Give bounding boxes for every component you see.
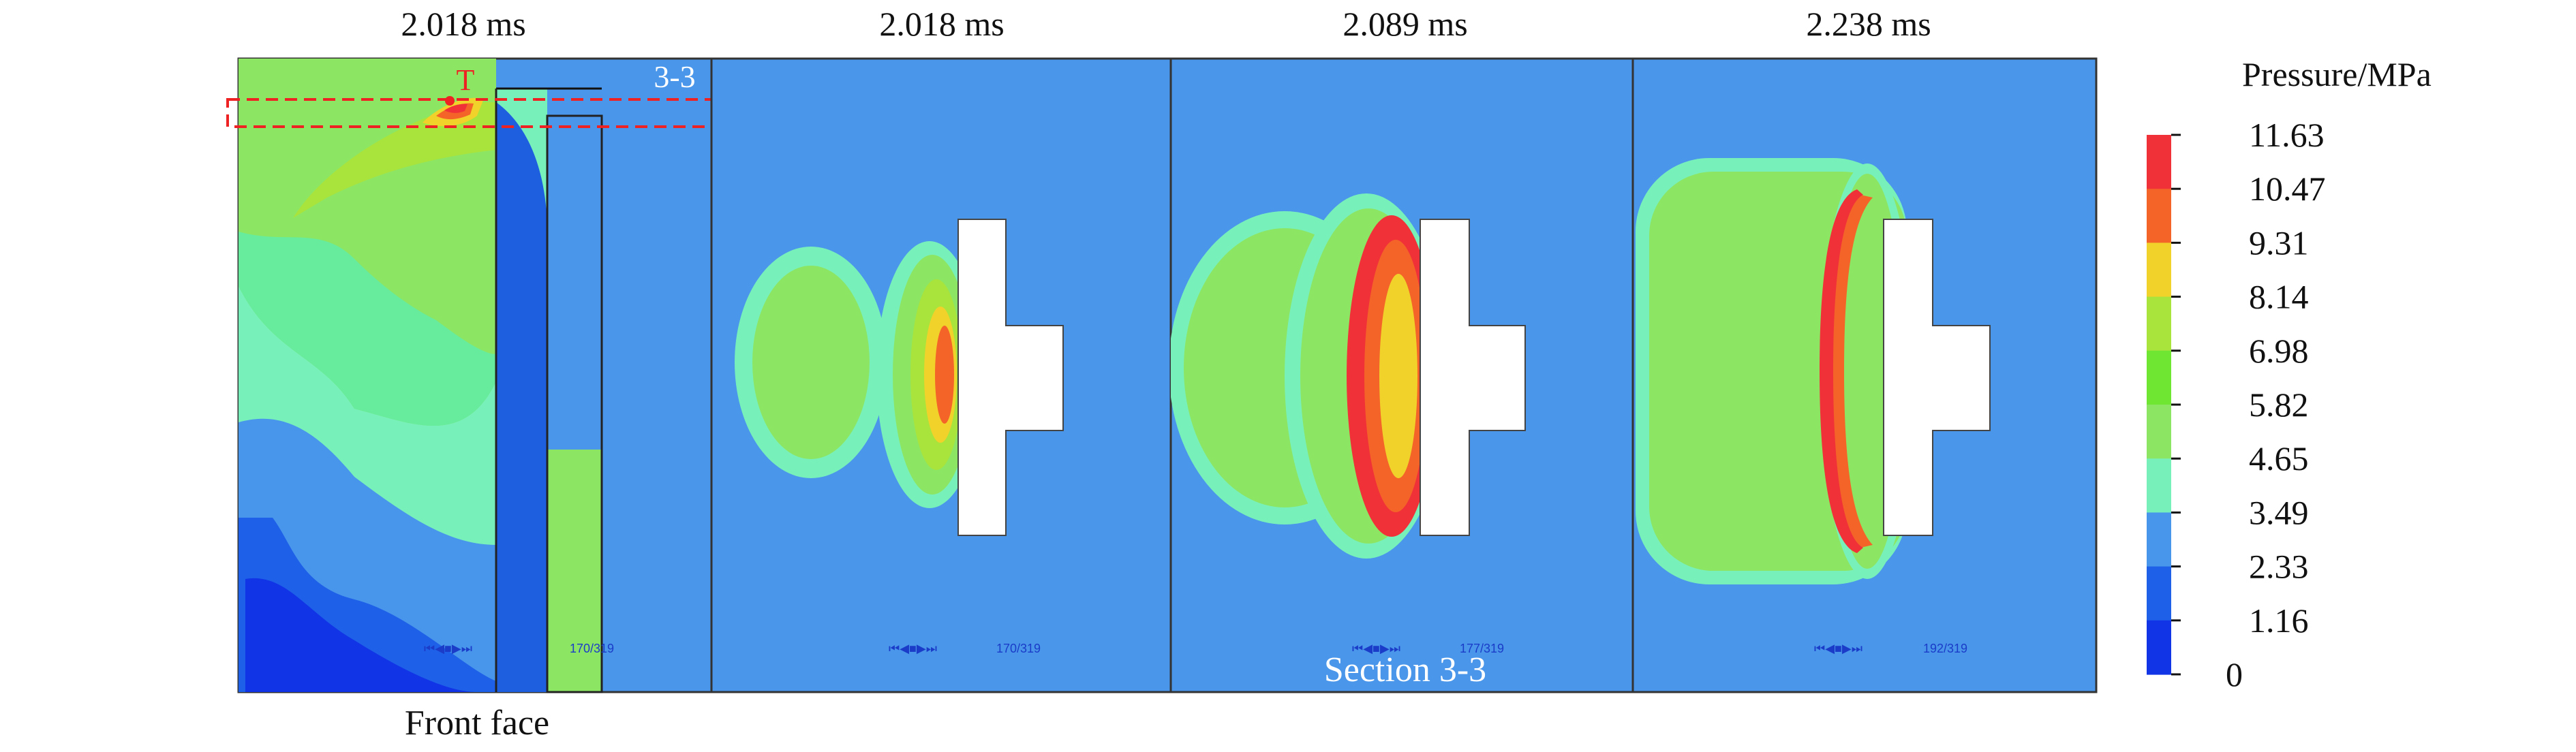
panel-2-frame-counter: 170/319: [996, 642, 1041, 655]
front-face-contours: [239, 59, 496, 692]
panel-1-player-controls: ⏮◀■▶⏭: [424, 642, 472, 655]
colorbar-tick-label: 11.63: [2249, 116, 2325, 154]
panel-2-player-controls: ⏮◀■▶⏭: [889, 642, 937, 655]
panel-2-right-bubble: [876, 241, 983, 508]
time-label-panel-3: 2.089 ms: [1343, 5, 1467, 43]
front-face-right-strip-wedge: [496, 89, 547, 225]
colorbar-swatch: [2147, 620, 2171, 675]
colorbar-swatch: [2147, 405, 2171, 459]
front-face-right-strip: [496, 89, 547, 692]
panel-4-contours: [1636, 158, 1915, 584]
panel-3-structure: [1420, 219, 1526, 536]
colorbar-swatch: [2147, 350, 2171, 405]
panel-section-2238: ⏮◀■▶⏭ 192/319: [1631, 57, 2098, 693]
panel-3-player-controls: ⏮◀■▶⏭: [1352, 642, 1400, 655]
panel-2-structure: [957, 219, 1064, 536]
colorbar-tick-label: 6.98: [2249, 332, 2309, 370]
colorbar-tick-label: 10.47: [2249, 170, 2326, 208]
colorbar-tick-label: 1.16: [2249, 601, 2309, 640]
colorbar-swatch: [2147, 566, 2171, 621]
colorbar-swatch: [2147, 189, 2171, 243]
colorbar-tick-label: 9.31: [2249, 223, 2309, 262]
panel-3-contours: [1171, 193, 1448, 559]
panel-4-frame-counter: 192/319: [1923, 642, 1967, 655]
colorbar-swatch: [2147, 458, 2171, 513]
section-3-3-label: 3-3: [654, 59, 695, 94]
colorbar-swatch: [2147, 242, 2171, 298]
panel-1-frame-counter: 170/319: [570, 642, 614, 655]
colorbar-swatches: [2147, 135, 2171, 675]
pressure-colorbar: Pressure/MPa 11.63 10.47 9.31 8.14 6.98 5.82 4…: [2147, 55, 2432, 693]
colorbar-swatch: [2147, 296, 2171, 351]
colorbar-swatch: [2147, 512, 2171, 567]
point-T-label: T: [457, 63, 475, 97]
colorbar-ticks: 11.63 10.47 9.31 8.14 6.98 5.82 4.65 3.49 2.33 1.…: [2171, 116, 2326, 693]
section-slice-outline: [546, 114, 603, 693]
section-3-3-caption: Section 3-3: [1324, 651, 1486, 689]
panel-4-player-controls: ⏮◀■▶⏭: [1814, 642, 1862, 655]
section-slice-lower-contour: [547, 450, 602, 692]
panel-section-2018: ⏮◀■▶⏭ 170/319: [710, 57, 1172, 693]
colorbar-swatch: [2147, 135, 2171, 189]
time-label-panel-4: 2.238 ms: [1806, 5, 1931, 43]
colorbar-tick-label: 3.49: [2249, 493, 2309, 531]
panel-4-structure: [1883, 219, 1991, 536]
colorbar-tick-label: 0: [2226, 655, 2243, 693]
panel-section-2089: ⏮◀■▶⏭ 177/319: [1169, 57, 1634, 693]
colorbar-tick-label: 4.65: [2249, 439, 2309, 477]
panel-3-frame-counter: 177/319: [1460, 642, 1504, 655]
colorbar-tick-label: 2.33: [2249, 548, 2309, 586]
panel-2-left-bubble: [735, 247, 887, 478]
time-label-panel-1: 2.018 ms: [401, 5, 525, 43]
colorbar-tick-label: 8.14: [2249, 278, 2309, 316]
colorbar-tick-label: 5.82: [2249, 386, 2309, 424]
front-face-caption: Front face: [405, 704, 549, 742]
panel-front-face: T 3-3 ⏮◀■▶⏭ 170/319: [226, 57, 721, 693]
colorbar-title: Pressure/MPa: [2242, 55, 2432, 93]
point-T-marker: [445, 96, 455, 106]
time-label-panel-2: 2.018 ms: [879, 5, 1004, 43]
